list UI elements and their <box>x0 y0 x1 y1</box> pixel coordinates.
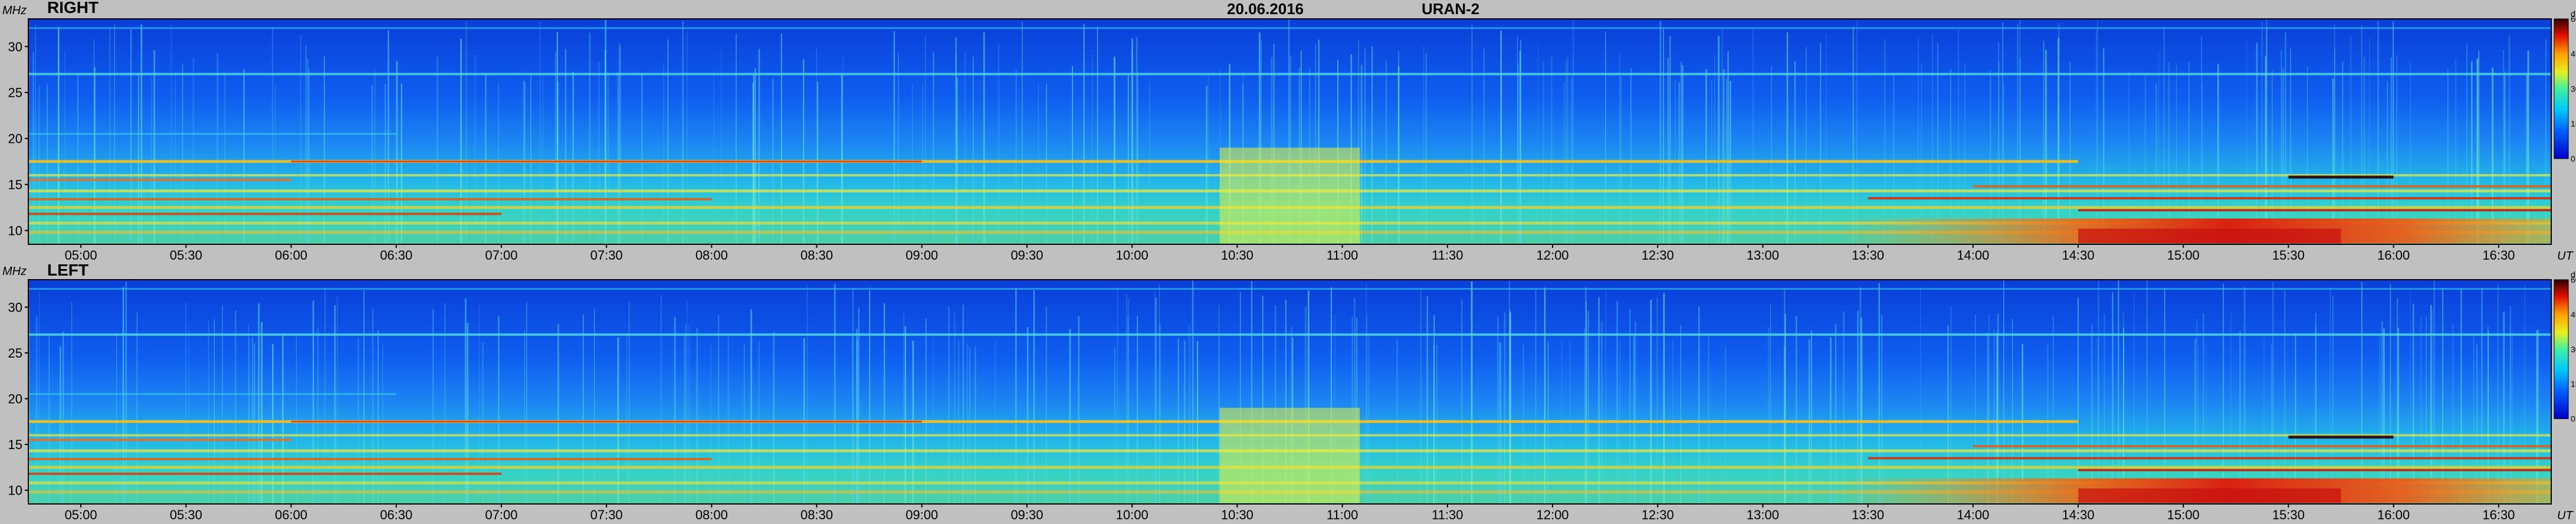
x-axis-label: UT <box>2557 250 2574 263</box>
x-tick-label: 14:30 <box>2062 507 2095 522</box>
x-tick-label: 13:30 <box>1852 507 1884 522</box>
x-tick-label: 09:00 <box>905 507 938 522</box>
y-tick-label: 20 <box>8 132 22 146</box>
x-tick-label: 10:00 <box>1116 248 1148 263</box>
y-tick-label: 10 <box>8 224 22 238</box>
x-tick-label: 12:30 <box>1642 248 1674 263</box>
x-tick-label: 12:30 <box>1642 507 1674 522</box>
peak-emission-region <box>2078 488 2341 503</box>
colorbar-tick-label: 0 <box>2571 414 2575 424</box>
y-tick-label: 25 <box>8 346 22 361</box>
x-tick-label: 16:00 <box>2377 507 2410 522</box>
colorbar-tick-label: 15 <box>2571 379 2576 389</box>
burst-region <box>1219 148 1360 244</box>
colorbar-tick-label: 15 <box>2571 119 2576 129</box>
plot-frame <box>28 279 2552 505</box>
colorbar-tick-label: 0 <box>2571 154 2575 163</box>
plot-frame <box>28 18 2552 245</box>
x-tick-label: 06:00 <box>275 248 307 263</box>
colorbar-tick-label: 60 <box>2571 14 2576 24</box>
x-tick-label: 15:30 <box>2272 248 2305 263</box>
x-tick-label: 10:30 <box>1221 507 1253 522</box>
colorbar-tick-label: 45 <box>2571 310 2576 319</box>
panel-title: RIGHT <box>47 0 99 17</box>
x-tick-label: 06:30 <box>380 507 412 522</box>
x-tick-label: 11:30 <box>1432 507 1463 522</box>
x-tick-label: 07:30 <box>590 507 623 522</box>
y-tick-label: 25 <box>8 86 22 100</box>
x-tick-label: 09:30 <box>1010 248 1043 263</box>
instrument-title: URAN-2 <box>1422 0 1480 18</box>
x-tick-label: 16:30 <box>2482 248 2515 263</box>
x-tick-label: 09:00 <box>905 248 938 263</box>
x-tick-label: 07:30 <box>590 248 623 263</box>
x-tick-label: 10:30 <box>1221 248 1253 263</box>
panel-right: MHz 10 15 20 25 30 05:00 05:30 06:00 06:30 07:00 07… <box>2 0 2576 263</box>
colorbar-unit: dB <box>2571 270 2576 279</box>
x-tick-label: 10:00 <box>1116 507 1148 522</box>
x-tick-label: 15:30 <box>2272 507 2305 522</box>
x-tick-label: 05:00 <box>65 248 97 263</box>
x-tick-label: 12:00 <box>1536 507 1568 522</box>
colorbar-unit: dB <box>2571 9 2576 18</box>
x-tick-label: 16:00 <box>2377 248 2410 263</box>
x-tick-label: 15:00 <box>2167 248 2200 263</box>
x-tick-label: 16:30 <box>2482 507 2515 522</box>
y-tick-label: 30 <box>8 40 22 54</box>
y-axis-label: MHz <box>2 265 27 278</box>
date-title: 20.06.2016 <box>1227 0 1304 18</box>
colorbar-tick-label: 45 <box>2571 49 2576 58</box>
x-tick-label: 14:00 <box>1957 248 1989 263</box>
x-tick-label: 13:00 <box>1747 507 1779 522</box>
x-tick-label: 08:00 <box>695 507 728 522</box>
peak-emission-region <box>2078 228 2341 244</box>
x-tick-label: 06:00 <box>275 507 307 522</box>
y-tick-label: 30 <box>8 300 22 315</box>
panel-title: LEFT <box>47 261 88 279</box>
colorbar-tick-label: 60 <box>2571 275 2576 284</box>
x-tick-label: 08:30 <box>800 507 833 522</box>
colorbar <box>2554 279 2569 420</box>
x-tick-label: 14:00 <box>1957 507 1989 522</box>
x-tick-label: 07:00 <box>485 507 517 522</box>
x-tick-label: 05:00 <box>65 507 97 522</box>
x-tick-label: 06:30 <box>380 248 412 263</box>
burst-region <box>1219 408 1360 503</box>
y-axis-label: MHz <box>2 4 27 17</box>
x-axis-label: UT <box>2557 509 2574 522</box>
x-tick-label: 12:00 <box>1536 248 1568 263</box>
x-tick-label: 14:30 <box>2062 248 2095 263</box>
x-tick-label: 11:00 <box>1327 507 1358 522</box>
panel-left: MHz 10 15 20 25 30 05:00 05:30 06:00 06:30 07:00 07… <box>2 261 2576 522</box>
x-tick-label: 09:30 <box>1010 507 1043 522</box>
x-tick-label: 05:30 <box>170 248 202 263</box>
y-tick-label: 10 <box>8 483 22 498</box>
x-tick-label: 11:30 <box>1432 248 1463 263</box>
colorbar-tick-label: 30 <box>2571 345 2576 354</box>
y-tick-label: 15 <box>8 178 22 192</box>
x-tick-label: 08:00 <box>695 248 728 263</box>
x-tick-label: 07:00 <box>485 248 517 263</box>
colorbar <box>2554 18 2569 159</box>
x-tick-label: 13:30 <box>1852 248 1884 263</box>
x-tick-label: 15:00 <box>2167 507 2200 522</box>
y-tick-label: 20 <box>8 392 22 407</box>
y-tick-label: 15 <box>8 437 22 452</box>
x-tick-label: 11:00 <box>1327 248 1358 263</box>
x-tick-label: 08:30 <box>800 248 833 263</box>
x-tick-label: 05:30 <box>170 507 202 522</box>
x-tick-label: 13:00 <box>1747 248 1779 263</box>
colorbar-tick-label: 30 <box>2571 84 2576 93</box>
